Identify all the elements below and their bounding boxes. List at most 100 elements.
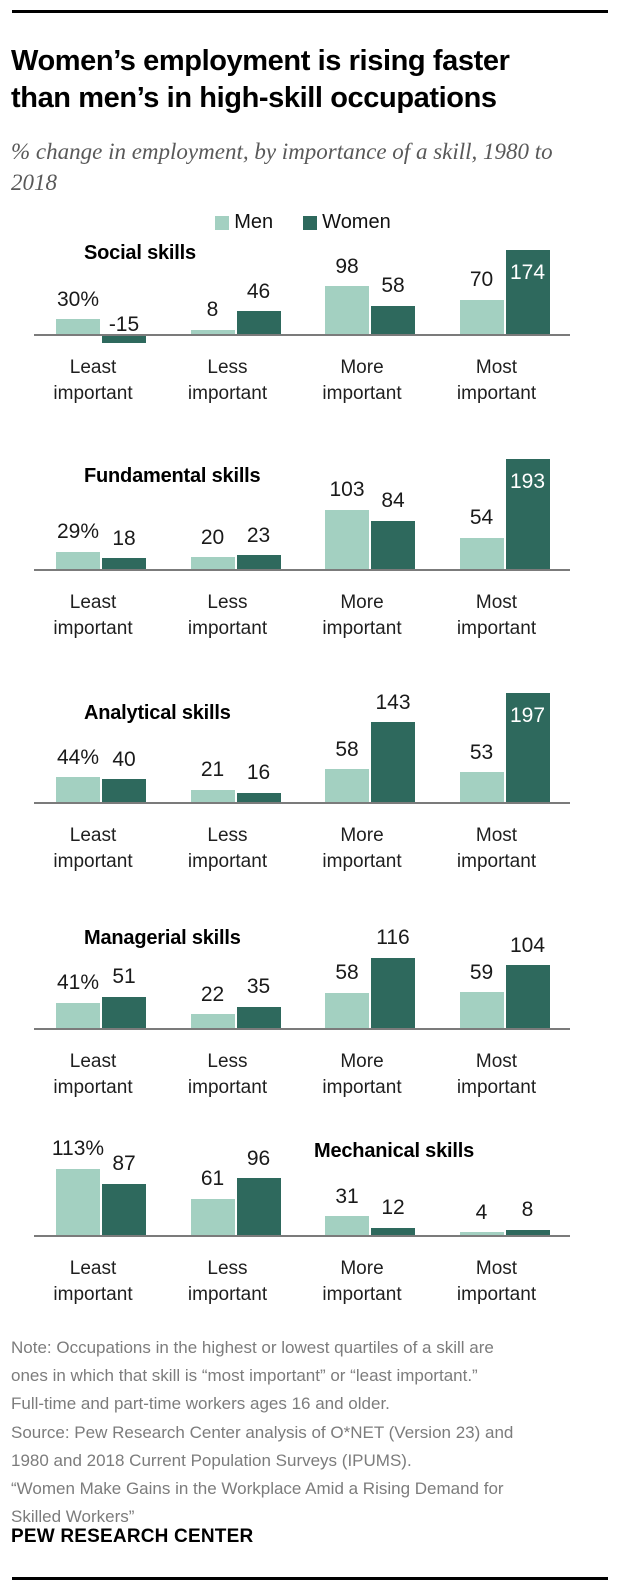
- legend-item-men: Men: [215, 211, 273, 234]
- bar-women-more-important: [371, 957, 415, 1028]
- bottom-rule: [12, 1577, 608, 1580]
- bar-women-less-important: [236, 792, 281, 802]
- category-label-least-important: Least important: [53, 1051, 133, 1098]
- footer-brand: PEW RESEARCH CENTER: [11, 1526, 254, 1547]
- bar-men-less-important: [190, 557, 235, 569]
- value-label-women-less-important: 35: [246, 975, 271, 998]
- footnote-line: ones in which that skill is “most import…: [11, 1366, 478, 1386]
- legend-label: Women: [322, 211, 391, 233]
- bar-women-least-important: [102, 996, 146, 1028]
- category-label-more-important: More important: [322, 1258, 402, 1305]
- category-labels-row: Least important Less important More import…: [0, 1049, 620, 1105]
- bar-women-most-important: [505, 458, 550, 569]
- x-axis-line: [34, 1027, 570, 1030]
- footnote-line: Skilled Workers”: [11, 1507, 135, 1527]
- value-label-men-more-important: 58: [335, 737, 359, 761]
- bar-women-most-important: [505, 249, 550, 334]
- category-label-most-important: Most important: [456, 357, 537, 404]
- value-label-men-least-important: 44%: [56, 745, 100, 769]
- value-label-men-less-important: 61: [200, 1167, 225, 1191]
- value-label-women-most-important: 174: [509, 261, 546, 285]
- value-label-men-more-important: 103: [329, 478, 365, 502]
- value-label-men-most-important: 54: [469, 506, 494, 530]
- category-label-most-important: Most important: [456, 592, 537, 639]
- category-label-least-important: Least important: [53, 357, 133, 404]
- value-label-women-most-important: 193: [509, 469, 546, 493]
- chart-managerial-skills: Managerial skills 41% 22 58 59 51 35 116 104 Leas…: [0, 921, 620, 1098]
- bar-women-less-important: [236, 555, 281, 569]
- bar-men-more-important: [325, 286, 369, 334]
- bar-men-least-important: [56, 777, 100, 802]
- page-title: Women’s employment is rising faster than…: [11, 45, 510, 115]
- category-label-more-important: More important: [322, 825, 402, 872]
- value-label-men-most-important: 53: [469, 740, 494, 764]
- category-label-most-important: Most important: [456, 1258, 537, 1305]
- value-label-men-most-important: 4: [475, 1200, 488, 1224]
- value-label-women-more-important: 12: [381, 1196, 405, 1219]
- legend-swatch-men: [215, 215, 230, 230]
- bar-men-most-important: [459, 299, 504, 334]
- category-labels-row: Least important Less important More import…: [0, 1256, 620, 1312]
- page-subtitle: % change in employment, by importance of…: [11, 139, 553, 195]
- chart-title: Managerial skills: [84, 927, 241, 949]
- value-label-men-less-important: 20: [200, 525, 225, 549]
- value-label-women-less-important: 46: [246, 279, 271, 303]
- plot-area: 29% 20 103 54 18 23 84 193: [0, 458, 620, 571]
- category-labels-row: Least important Less important More import…: [0, 590, 620, 646]
- bar-men-less-important: [190, 1014, 235, 1028]
- bar-women-less-important: [236, 1006, 281, 1028]
- category-label-most-important: Most important: [456, 825, 537, 872]
- value-label-women-most-important: 104: [509, 933, 546, 957]
- value-label-women-less-important: 96: [246, 1146, 271, 1170]
- bar-men-less-important: [190, 789, 235, 802]
- bar-men-more-important: [325, 1216, 369, 1235]
- chart-analytical-skills: Analytical skills 44% 21 58 53 40 16 143 197 Leas…: [0, 692, 620, 872]
- value-label-women-least-important: 51: [112, 965, 136, 989]
- category-label-less-important: Less important: [187, 357, 268, 404]
- bar-men-more-important: [325, 992, 369, 1028]
- bar-men-more-important: [325, 509, 369, 569]
- value-label-women-less-important: 16: [246, 761, 271, 785]
- bar-men-more-important: [325, 769, 369, 802]
- plot-area: 44% 21 58 53 40 16 143 197: [0, 692, 620, 804]
- bar-women-more-important: [371, 1227, 415, 1235]
- footnotes: Note: Occupations in the highest or lowe…: [11, 1334, 613, 1531]
- category-label-less-important: Less important: [187, 592, 268, 639]
- bar-women-more-important: [371, 722, 415, 802]
- footnote-line: “Women Make Gains in the Workplace Amid …: [11, 1479, 504, 1499]
- value-label-women-less-important: 23: [246, 523, 271, 547]
- value-label-men-less-important: 21: [200, 758, 225, 782]
- x-axis-line: [34, 801, 570, 804]
- category-label-least-important: Least important: [53, 1258, 133, 1305]
- x-axis-line: [34, 333, 570, 336]
- category-label-more-important: More important: [322, 1051, 402, 1098]
- bar-women-less-important: [236, 311, 281, 334]
- category-label-less-important: Less important: [187, 825, 268, 872]
- category-label-least-important: Least important: [53, 592, 133, 639]
- footnote-line: Source: Pew Research Center analysis of …: [11, 1422, 514, 1442]
- value-label-men-less-important: 8: [206, 298, 219, 322]
- top-rule: [12, 10, 608, 13]
- value-label-women-least-important: 87: [112, 1152, 136, 1176]
- category-label-more-important: More important: [322, 592, 402, 639]
- category-label-less-important: Less important: [187, 1051, 268, 1098]
- value-label-women-least-important: 40: [112, 747, 136, 771]
- value-label-women-more-important: 58: [381, 274, 405, 298]
- value-label-men-more-important: 31: [335, 1184, 359, 1208]
- category-label-least-important: Least important: [53, 825, 133, 872]
- x-axis-line: [34, 568, 570, 571]
- bar-women-most-important: [505, 692, 550, 802]
- bar-women-less-important: [236, 1178, 281, 1235]
- value-label-men-more-important: 98: [335, 254, 359, 278]
- chart-title: Analytical skills: [84, 702, 231, 724]
- value-label-men-least-important: 41%: [56, 971, 100, 995]
- legend-item-women: Women: [303, 211, 391, 234]
- bar-women-most-important: [505, 1229, 550, 1235]
- chart-title: Fundamental skills: [84, 465, 261, 487]
- category-label-less-important: Less important: [187, 1258, 268, 1305]
- value-label-men-less-important: 22: [200, 982, 225, 1006]
- bar-women-least-important: [102, 558, 146, 569]
- bar-men-least-important: [56, 319, 100, 334]
- bar-men-most-important: [459, 537, 504, 569]
